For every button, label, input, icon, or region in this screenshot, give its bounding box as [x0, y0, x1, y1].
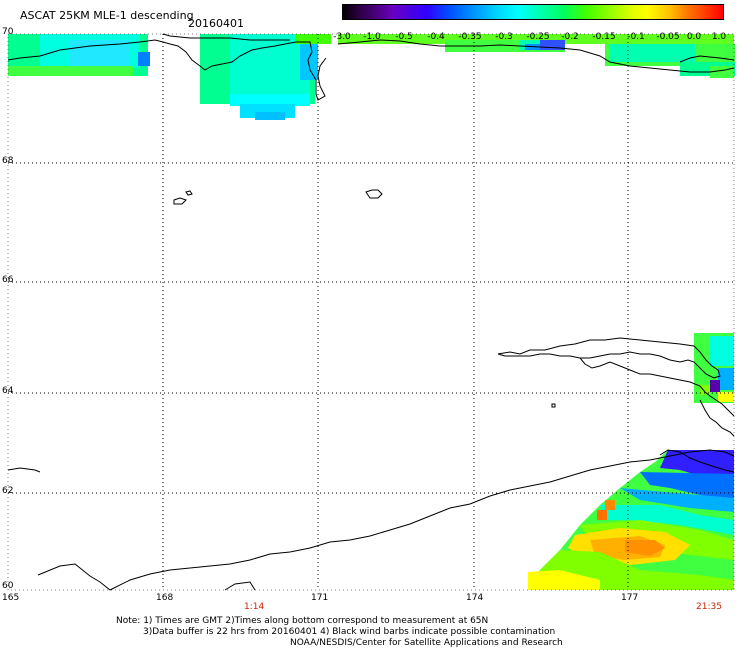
colorbar-label: -0.25 — [526, 32, 550, 42]
lon-label-171: 171 — [311, 593, 329, 603]
lon-label-177: 177 — [621, 593, 639, 603]
note-line-2: 3)Data buffer is 22 hrs from 20160401 4)… — [143, 627, 556, 637]
colorbar-label: -0.35 — [458, 32, 482, 42]
lat-label-68: 68 — [2, 156, 14, 166]
time-label-end: 21:35 — [696, 602, 722, 612]
colorbar-label: -0.3 — [495, 32, 513, 42]
data-swath-right-mid — [694, 333, 734, 403]
colorbar: -3.0 -1.0 -0.5 -0.4 -0.35 -0.3 -0.25 -0.… — [333, 4, 727, 42]
lat-label-64: 64 — [2, 386, 14, 396]
lat-label-60: 60 — [2, 581, 14, 591]
graticule — [8, 34, 734, 590]
lon-label-174: 174 — [466, 593, 484, 603]
colorbar-label: 1.0 — [711, 32, 727, 42]
colorbar-label: -3.0 — [333, 32, 351, 42]
lon-label-168: 168 — [156, 593, 174, 603]
colorbar-label: -0.1 — [627, 32, 645, 42]
colorbar-label: -0.15 — [592, 32, 616, 42]
product-title: ASCAT 25KM MLE-1 descending — [20, 9, 194, 22]
colorbar-label: -1.0 — [363, 32, 381, 42]
colorbar-label: 0.0 — [686, 32, 702, 42]
coastline — [7, 33, 735, 591]
map-frame — [7, 33, 735, 591]
colorbar-label: -0.4 — [427, 32, 445, 42]
lat-label-62: 62 — [2, 486, 14, 496]
colorbar-label: -0.5 — [395, 32, 413, 42]
time-label-start: 1:14 — [244, 602, 265, 612]
lat-label-66: 66 — [2, 275, 14, 285]
data-swath-bottom-right — [528, 450, 734, 590]
product-date: 20160401 — [188, 17, 244, 30]
lon-label-165: 165 — [2, 593, 20, 603]
lat-label-70: 70 — [2, 27, 14, 37]
colorbar-label: -0.2 — [561, 32, 579, 42]
colorbar-label: -0.05 — [656, 32, 680, 42]
note-line-1: Note: 1) Times are GMT 2)Times along bot… — [116, 616, 489, 626]
note-line-3: NOAA/NESDIS/Center for Satellite Applica… — [290, 638, 563, 648]
data-swath-top-left — [8, 34, 331, 120]
colorbar-gradient — [342, 4, 724, 20]
